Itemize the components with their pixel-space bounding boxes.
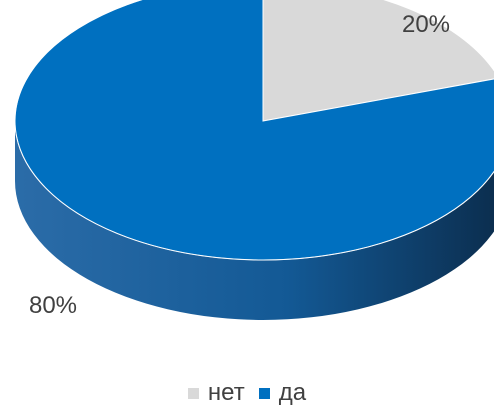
- data-label-net: 20%: [402, 11, 450, 38]
- legend: нет да: [0, 379, 494, 407]
- pie-slice-side-da: [15, 121, 494, 320]
- legend-swatch-da: [258, 387, 270, 399]
- legend-item-net: нет: [187, 379, 245, 407]
- data-label-da: 80%: [29, 292, 77, 319]
- pie-sides: [15, 121, 494, 320]
- legend-swatch-net: [187, 387, 199, 399]
- legend-item-da: да: [258, 379, 307, 407]
- pie-rim: [14, 0, 494, 261]
- legend-label-net: нет: [207, 379, 245, 406]
- pie-slices: [14, 0, 494, 261]
- legend-label-da: да: [278, 379, 307, 406]
- pie-data-labels: 20% 80%: [29, 11, 450, 319]
